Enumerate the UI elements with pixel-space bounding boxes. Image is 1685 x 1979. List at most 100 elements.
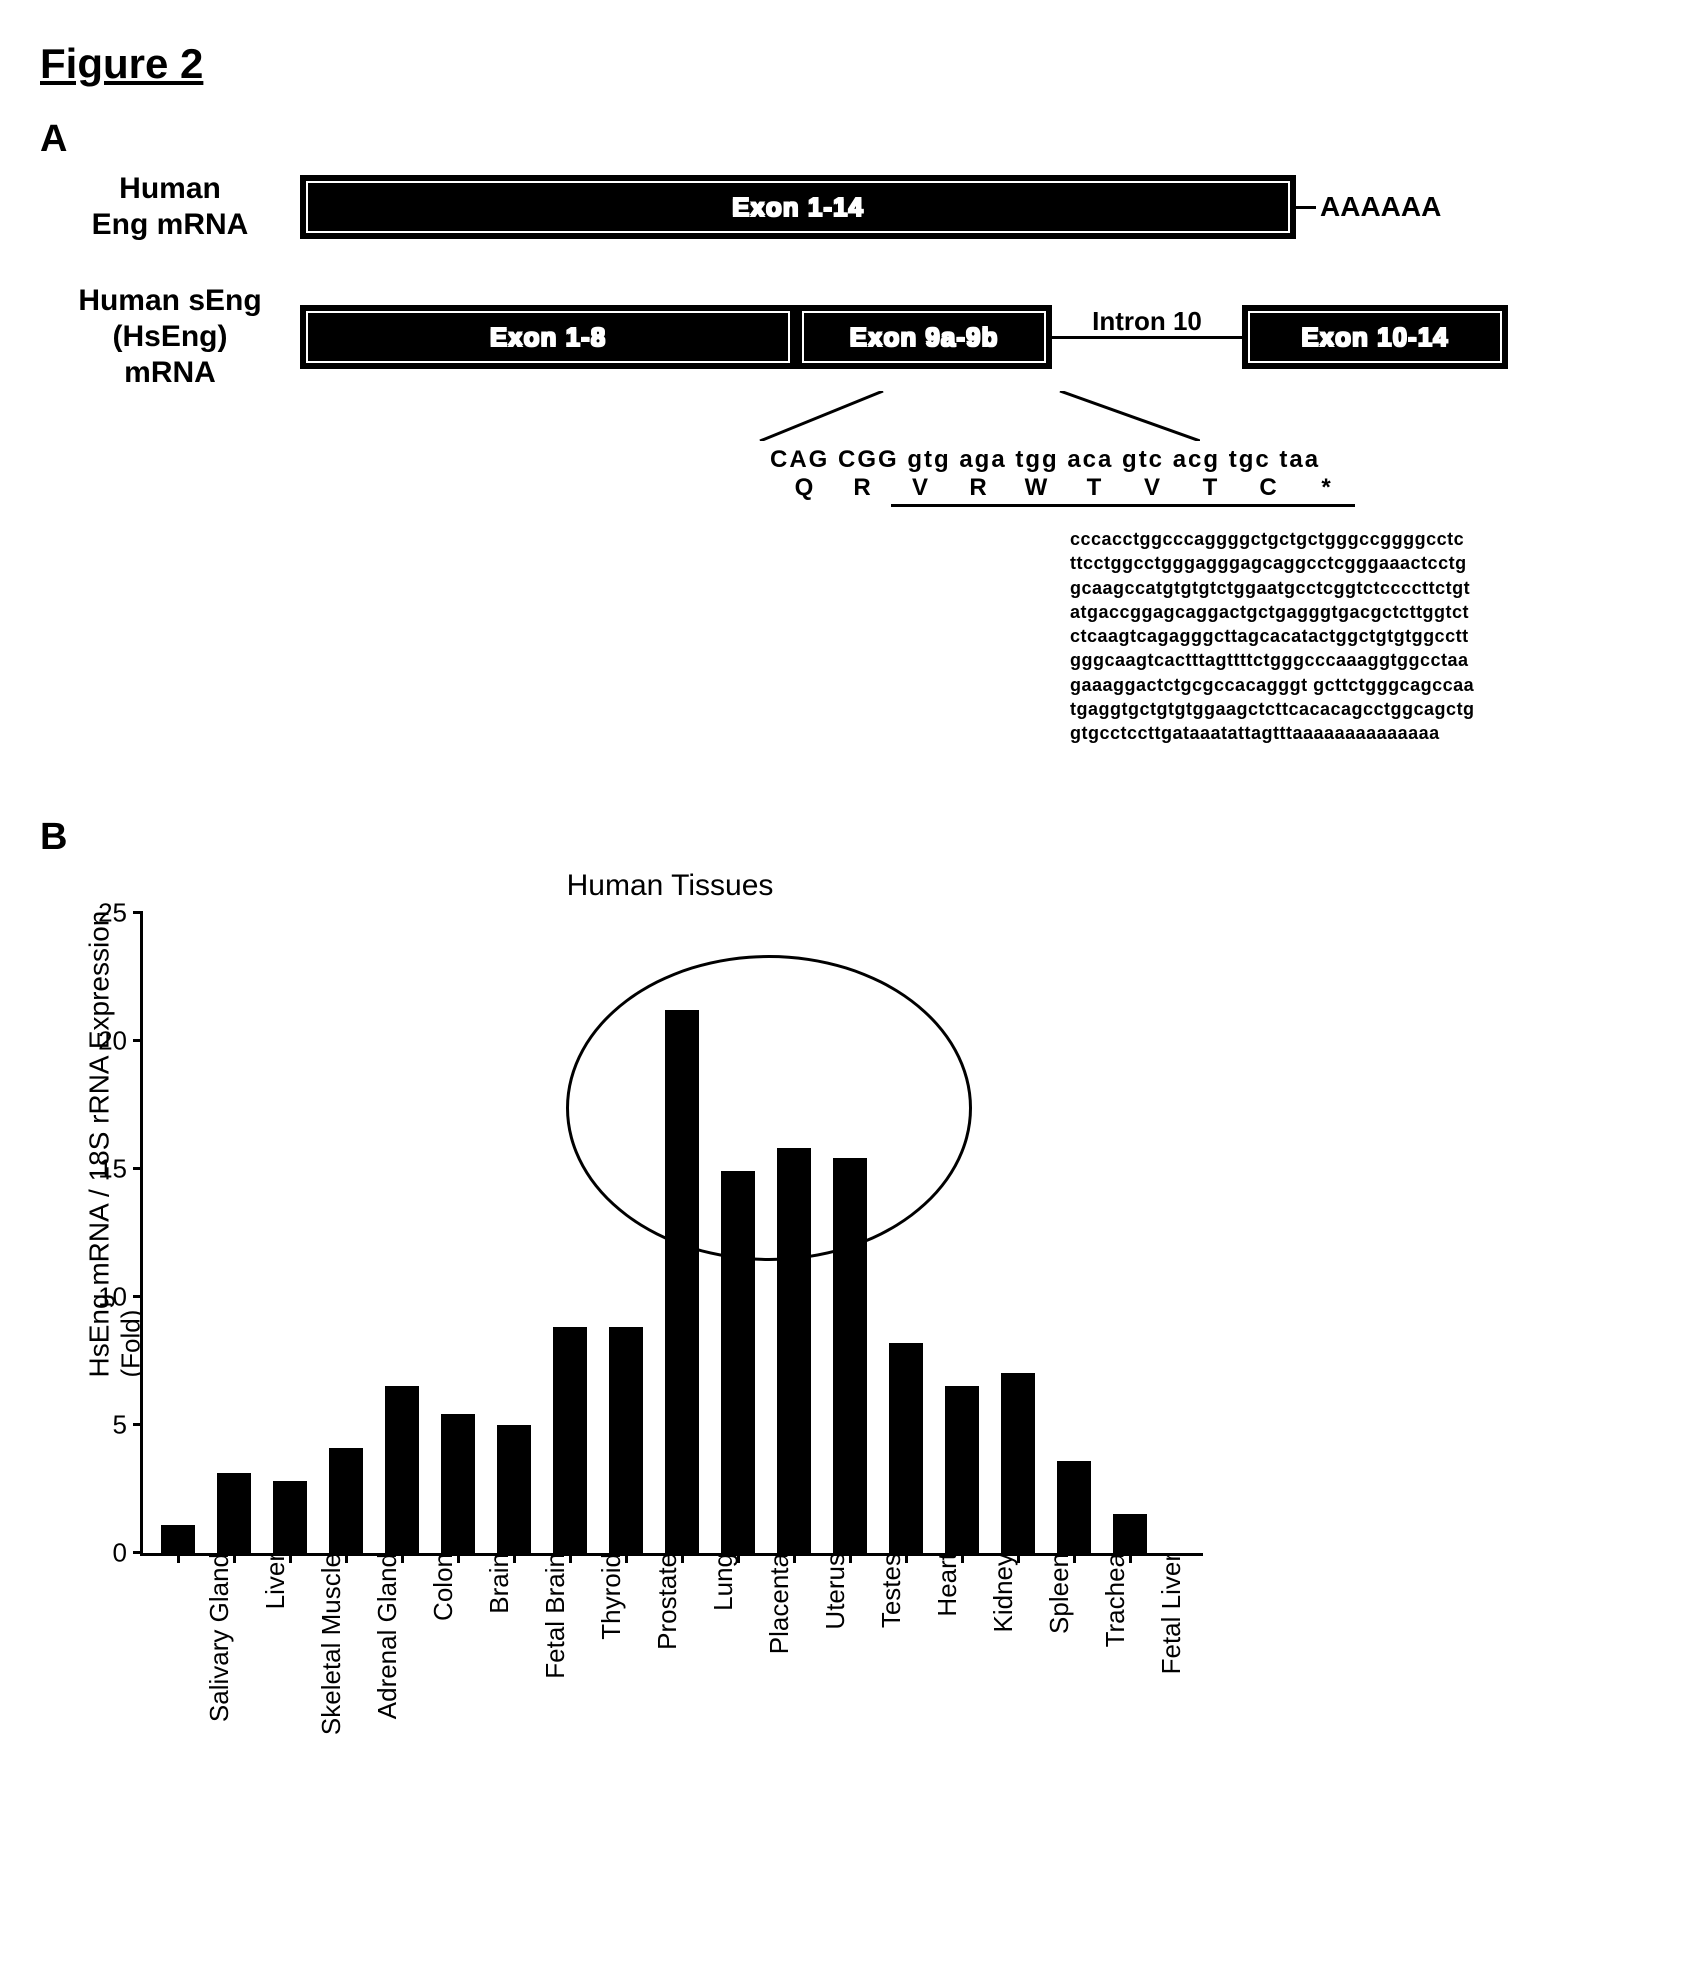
x-tick-label: Placenta bbox=[750, 1553, 795, 1654]
panel-b-label: B bbox=[40, 816, 1645, 859]
x-tick-label: Lung bbox=[694, 1553, 739, 1611]
x-tick bbox=[961, 1553, 964, 1563]
bar bbox=[441, 1414, 475, 1552]
sequence-line: gcaagccatgtgtgtctggaatgcctcggtctccccttct… bbox=[1070, 576, 1645, 600]
exon-box-text: Exon 1-8 bbox=[490, 322, 606, 353]
exon-box-trailing: Exon 10-14 bbox=[1242, 305, 1508, 369]
x-tick-label: Spleen bbox=[1030, 1553, 1075, 1634]
x-tick bbox=[177, 1553, 180, 1563]
x-tick-label: Liver bbox=[246, 1553, 291, 1609]
x-tick-label: Salivary Gland bbox=[190, 1553, 235, 1722]
amino-acid: W bbox=[1007, 474, 1065, 507]
sequence-line: ttcctggcctgggagggagcaggcctcgggaaactcctg bbox=[1070, 551, 1645, 575]
sequence-line: cccacctggcccaggggctgctgctgggccggggcctc bbox=[1070, 527, 1645, 551]
bar bbox=[833, 1158, 867, 1552]
bar bbox=[273, 1481, 307, 1553]
sequence-callout: CAG CGG gtg aga tgg aca gtc acg tgc taa … bbox=[340, 391, 1645, 746]
y-tick-label: 20 bbox=[98, 1025, 143, 1056]
mrna-label-2: Human sEng(HsEng)mRNA bbox=[40, 283, 300, 391]
intron-label: Intron 10 bbox=[1092, 306, 1202, 337]
nucleotide-sequence-block: cccacctggcccaggggctgctgctgggccggggcctctt… bbox=[1070, 527, 1645, 746]
x-tick-label: Adrenal Gland bbox=[358, 1553, 403, 1719]
x-tick-label: Uterus bbox=[806, 1553, 851, 1630]
x-tick-label: Thyroid bbox=[582, 1553, 627, 1640]
exon-box: Exon 1-8 bbox=[300, 305, 796, 369]
bar bbox=[385, 1386, 419, 1552]
mrna-diagram-2: Exon 1-8 Exon 9a-9b Intron 10 Exon 10-14 bbox=[300, 305, 1508, 369]
bar bbox=[777, 1148, 811, 1552]
sequence-line: atgaccggagcaggactgctgagggtgacgctcttggtct bbox=[1070, 600, 1645, 624]
bar bbox=[217, 1473, 251, 1552]
amino-acid: V bbox=[1123, 474, 1181, 507]
figure-title: Figure 2 bbox=[40, 40, 1645, 88]
mrna-label-line: Eng mRNA bbox=[40, 207, 300, 243]
x-tick-label: Skeletal Muscle bbox=[302, 1553, 347, 1735]
x-tick bbox=[1073, 1553, 1076, 1563]
callout-connector-lines bbox=[340, 391, 1200, 441]
bar bbox=[553, 1327, 587, 1552]
x-tick-label: Fetal Brain bbox=[526, 1553, 571, 1679]
exon-box-text: Exon 10-14 bbox=[1301, 322, 1448, 353]
x-tick-label: Kidney bbox=[974, 1553, 1019, 1633]
x-tick bbox=[289, 1553, 292, 1563]
x-tick bbox=[625, 1553, 628, 1563]
mrna-label-line: Human sEng bbox=[40, 283, 300, 319]
y-axis-label: HsEng mRNA / 18S rRNA Expression (Fold) bbox=[84, 1347, 147, 1377]
x-tick bbox=[905, 1553, 908, 1563]
mrna-label-line: (HsEng) bbox=[40, 319, 300, 355]
x-tick bbox=[513, 1553, 516, 1563]
chart-title: Human Tissues bbox=[140, 869, 1200, 903]
x-tick-label: Trachea bbox=[1086, 1553, 1131, 1647]
intron-line: Intron 10 bbox=[1052, 336, 1242, 339]
mrna-row-1: HumanEng mRNA Exon 1-14 AAAAAA bbox=[40, 171, 1645, 243]
x-tick bbox=[233, 1553, 236, 1563]
amino-acid: R bbox=[949, 474, 1007, 507]
mrna-label-1: HumanEng mRNA bbox=[40, 171, 300, 243]
x-tick-label: Prostate bbox=[638, 1553, 683, 1650]
chart-container: HsEng mRNA / 18S rRNA Expression (Fold) … bbox=[100, 869, 1645, 1856]
amino-acid: * bbox=[1297, 474, 1355, 507]
x-tick bbox=[1017, 1553, 1020, 1563]
bar bbox=[329, 1448, 363, 1553]
y-tick-label: 15 bbox=[98, 1153, 143, 1184]
x-tick bbox=[849, 1553, 852, 1563]
y-tick-label: 10 bbox=[98, 1281, 143, 1312]
bar bbox=[665, 1010, 699, 1553]
chart-area: Human Tissues 0510152025Salivary GlandLi… bbox=[140, 869, 1203, 1856]
panel-b: B HsEng mRNA / 18S rRNA Expression (Fold… bbox=[40, 816, 1645, 1856]
y-tick-label: 0 bbox=[113, 1537, 143, 1568]
x-tick bbox=[737, 1553, 740, 1563]
exon-box: Exon 9a-9b bbox=[796, 305, 1052, 369]
x-tick bbox=[1129, 1553, 1132, 1563]
x-tick bbox=[457, 1553, 460, 1563]
amino-acid: T bbox=[1065, 474, 1123, 507]
sequence-line: tgaggtgctgtgtggaagctcttcacacagcctggcagct… bbox=[1070, 697, 1645, 721]
amino-acid: V bbox=[891, 474, 949, 507]
x-tick-label: Brain bbox=[470, 1553, 515, 1614]
panel-a-label: A bbox=[40, 118, 1645, 161]
bar bbox=[161, 1525, 195, 1553]
amino-acid: R bbox=[833, 474, 891, 502]
x-tick bbox=[401, 1553, 404, 1563]
bar bbox=[1057, 1461, 1091, 1553]
bar bbox=[721, 1171, 755, 1552]
x-tick bbox=[793, 1553, 796, 1563]
mrna-label-line: mRNA bbox=[40, 355, 300, 391]
sequence-line: gggcaagtcactttagttttctgggcccaaaggtggccta… bbox=[1070, 648, 1645, 672]
x-tick bbox=[681, 1553, 684, 1563]
mrna-label-line: Human bbox=[40, 171, 300, 207]
exon-box-text: Exon 1-14 bbox=[732, 192, 864, 223]
amino-acid-row: QRVRWTVTC* bbox=[775, 474, 1645, 507]
bar bbox=[945, 1386, 979, 1552]
mrna-diagram-1: Exon 1-14 AAAAAA bbox=[300, 175, 1441, 239]
x-tick-label: Heart bbox=[918, 1553, 963, 1617]
bar bbox=[1113, 1514, 1147, 1552]
x-tick bbox=[569, 1553, 572, 1563]
sequence-line: ctcaagtcagagggcttagcacatactggctgtgtggcct… bbox=[1070, 624, 1645, 648]
bar bbox=[1001, 1373, 1035, 1552]
y-axis-label-container: HsEng mRNA / 18S rRNA Expression (Fold) bbox=[100, 869, 130, 1856]
amino-acid: Q bbox=[775, 474, 833, 502]
amino-acid: T bbox=[1181, 474, 1239, 507]
x-tick bbox=[345, 1553, 348, 1563]
exon-box-text: Exon 9a-9b bbox=[850, 322, 999, 353]
